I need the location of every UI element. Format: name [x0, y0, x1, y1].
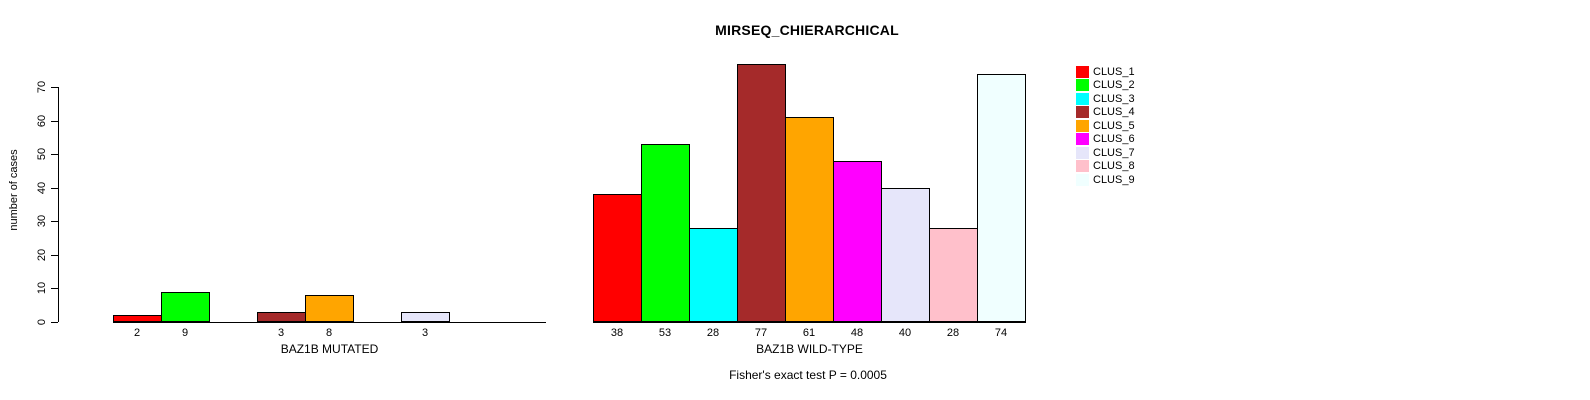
y-tick-label: 40 [36, 181, 48, 194]
y-tick-label: 60 [36, 114, 48, 127]
bar-clus_5-wildtype [785, 117, 834, 322]
y-tick-label: 20 [36, 248, 48, 261]
y-tick-mark [51, 87, 58, 88]
legend-swatch-clus_6 [1076, 133, 1089, 146]
y-tick-mark [51, 221, 58, 222]
bar-clus_8-wildtype [929, 228, 978, 322]
bar-value-label: 3 [277, 327, 285, 339]
bar-value-label: 40 [898, 327, 912, 339]
legend-label: CLUS_3 [1093, 92, 1135, 105]
x-axis-line-mutated [113, 322, 546, 323]
legend-item-clus_7: CLUS_7 [1076, 146, 1135, 160]
legend-swatch-clus_7 [1076, 146, 1089, 159]
legend-swatch-clus_8 [1076, 160, 1089, 173]
legend-item-clus_1: CLUS_1 [1076, 65, 1135, 79]
legend-label: CLUS_4 [1093, 106, 1135, 119]
x-axis-title-wildtype: BAZ1B WILD-TYPE [756, 342, 863, 356]
legend-swatch-clus_2 [1076, 79, 1089, 92]
bar-clus_6-wildtype [833, 161, 882, 322]
bar-clus_1-wildtype [593, 194, 642, 322]
bar-clus_9-wildtype [977, 74, 1026, 322]
bar-clus_1-mutated [113, 315, 162, 322]
bar-clus_7-wildtype [881, 188, 930, 322]
bar-clus_4-wildtype [737, 64, 786, 322]
bar-value-label: 53 [658, 327, 672, 339]
bar-clus_2-mutated [161, 292, 210, 322]
legend-swatch-clus_5 [1076, 119, 1089, 132]
legend-item-clus_2: CLUS_2 [1076, 79, 1135, 93]
bar-value-label: 28 [706, 327, 720, 339]
y-tick-mark [51, 288, 58, 289]
legend-label: CLUS_2 [1093, 79, 1135, 92]
legend-label: CLUS_9 [1093, 173, 1135, 186]
legend-item-clus_6: CLUS_6 [1076, 133, 1135, 147]
legend-label: CLUS_5 [1093, 119, 1135, 132]
y-tick-label: 50 [36, 148, 48, 161]
legend-swatch-clus_3 [1076, 92, 1089, 105]
bar-value-label: 61 [802, 327, 816, 339]
bar-value-label: 2 [133, 327, 141, 339]
legend-swatch-clus_4 [1076, 106, 1089, 119]
y-tick-label: 0 [36, 318, 48, 326]
chart-title: MIRSEQ_CHIERARCHICAL [715, 22, 899, 38]
legend-swatch-clus_1 [1076, 65, 1089, 78]
bar-value-label: 9 [181, 327, 189, 339]
y-tick-mark [51, 188, 58, 189]
legend-item-clus_5: CLUS_5 [1076, 119, 1135, 133]
y-tick-mark [51, 121, 58, 122]
bar-value-label: 74 [994, 327, 1008, 339]
legend-label: CLUS_7 [1093, 146, 1135, 159]
y-axis-title: number of cases [8, 149, 20, 231]
y-tick-label: 30 [36, 215, 48, 228]
y-tick-label: 10 [36, 282, 48, 295]
bar-value-label: 48 [850, 327, 864, 339]
y-axis-line [58, 87, 59, 322]
legend-swatch-clus_9 [1076, 173, 1089, 186]
bar-clus_7-mutated [401, 312, 450, 322]
bar-value-label: 28 [946, 327, 960, 339]
legend: CLUS_1 CLUS_2 CLUS_3 CLUS_4 CLUS_5 CLUS_6 CLUS… [1076, 65, 1135, 187]
y-tick-label: 70 [36, 80, 48, 94]
bar-value-label: 38 [610, 327, 624, 339]
bar-value-label: 8 [325, 327, 333, 339]
bar-clus_4-mutated [257, 312, 306, 322]
y-tick-mark [51, 154, 58, 155]
y-tick-mark [51, 255, 58, 256]
bar-clus_5-mutated [305, 295, 354, 322]
bar-clus_3-wildtype [689, 228, 738, 322]
legend-label: CLUS_1 [1093, 65, 1135, 78]
x-axis-title-mutated: BAZ1B MUTATED [280, 342, 379, 356]
legend-label: CLUS_8 [1093, 160, 1135, 173]
y-tick-mark [51, 322, 58, 323]
bar-clus_2-wildtype [641, 144, 690, 322]
bar-value-label: 77 [754, 327, 768, 339]
legend-item-clus_8: CLUS_8 [1076, 160, 1135, 174]
legend-item-clus_4: CLUS_4 [1076, 106, 1135, 120]
legend-label: CLUS_6 [1093, 133, 1135, 146]
bar-value-label: 3 [421, 327, 429, 339]
annotation-text: Fisher's exact test P = 0.0005 [729, 368, 887, 382]
legend-item-clus_9: CLUS_9 [1076, 173, 1135, 187]
x-axis-line-wildtype [593, 322, 1026, 323]
legend-item-clus_3: CLUS_3 [1076, 92, 1135, 106]
